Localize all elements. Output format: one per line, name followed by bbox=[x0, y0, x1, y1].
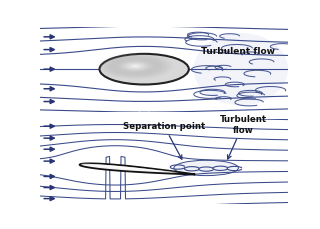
Circle shape bbox=[118, 61, 152, 73]
Text: Separation point: Separation point bbox=[123, 122, 205, 159]
Circle shape bbox=[104, 56, 167, 78]
Circle shape bbox=[100, 55, 189, 85]
Circle shape bbox=[100, 55, 170, 79]
Circle shape bbox=[111, 59, 159, 75]
Ellipse shape bbox=[194, 34, 288, 106]
Polygon shape bbox=[81, 164, 179, 173]
Text: Turbulent flow: Turbulent flow bbox=[201, 47, 276, 56]
Polygon shape bbox=[80, 164, 195, 175]
Circle shape bbox=[115, 60, 156, 74]
Circle shape bbox=[126, 64, 145, 70]
Circle shape bbox=[108, 57, 163, 76]
Text: Turbulent
flow: Turbulent flow bbox=[220, 115, 267, 159]
Circle shape bbox=[122, 62, 148, 71]
Ellipse shape bbox=[174, 161, 238, 176]
Circle shape bbox=[133, 66, 138, 68]
Circle shape bbox=[129, 65, 141, 69]
